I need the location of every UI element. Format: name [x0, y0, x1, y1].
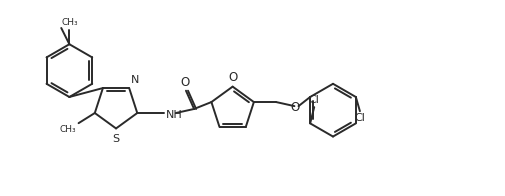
Text: CH₃: CH₃	[60, 125, 77, 134]
Text: Cl: Cl	[355, 113, 365, 123]
Text: NH: NH	[166, 110, 182, 120]
Text: Cl: Cl	[309, 95, 320, 105]
Text: O: O	[291, 101, 300, 114]
Text: O: O	[180, 76, 189, 89]
Text: CH₃: CH₃	[61, 18, 78, 27]
Text: S: S	[113, 133, 120, 143]
Text: O: O	[228, 71, 237, 83]
Text: N: N	[131, 75, 139, 85]
